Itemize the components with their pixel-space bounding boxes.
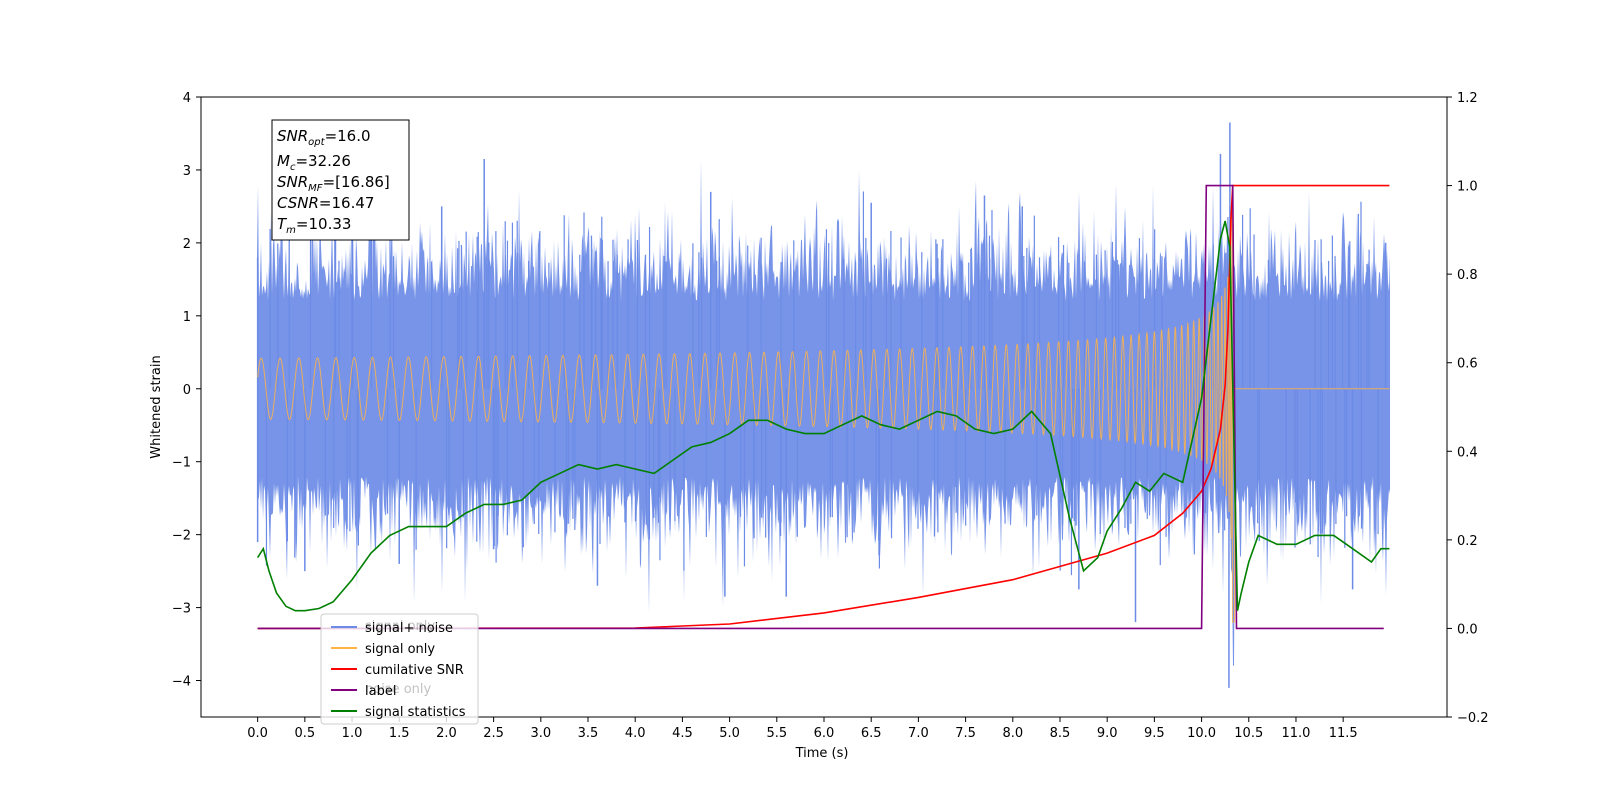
x-axis: 0.0 0.5 1.0 1.5 2.0 2.5 3.0 3.5 4.0 4.5 5.0 5.5 6.0 6…	[247, 717, 1358, 741]
y2-tick-label: 0.0	[1457, 622, 1478, 637]
y-axis-left: 4 3 2 1 0 −1 −2 −3 −4	[172, 91, 201, 690]
y-axis-right: 1.2 1.0 0.8 0.6 0.4 0.2 0.0 −0.2	[1447, 91, 1489, 726]
x-tick-label: 0.5	[294, 726, 315, 741]
x-tick-label: 11.5	[1329, 726, 1358, 741]
legend-label-signal-noise: signal+ noise	[365, 621, 453, 636]
y2-tick-label: 0.2	[1457, 534, 1478, 549]
x-axis-label: Time (s)	[795, 746, 849, 761]
y-tick-label: 4	[183, 91, 191, 106]
y-tick-label: −1	[172, 456, 191, 471]
x-tick-label: 7.0	[908, 726, 929, 741]
x-tick-label: 5.0	[719, 726, 740, 741]
y2-tick-label: 1.0	[1457, 180, 1478, 195]
x-tick-label: 1.5	[389, 726, 410, 741]
x-tick-label: 7.5	[955, 726, 976, 741]
signal-statistics-line	[256, 220, 1390, 612]
x-tick-label: 4.0	[625, 726, 646, 741]
annotation-csnr: CSNR=16.47	[277, 194, 374, 212]
x-tick-label: 10.0	[1187, 726, 1216, 741]
x-tick-label: 11.0	[1281, 726, 1310, 741]
x-tick-label: 4.5	[672, 726, 693, 741]
x-tick-label: 10.5	[1234, 726, 1263, 741]
plot-area	[256, 122, 1390, 688]
signal-only-line	[257, 211, 1390, 623]
annotation-box: SNRopt=16.0 Mc=32.26 SNRMF=[16.86] CSNR=…	[271, 119, 410, 241]
y2-tick-label: −0.2	[1457, 711, 1489, 726]
x-tick-label: 8.5	[1050, 726, 1071, 741]
legend-ghost-noise-only: noise only	[365, 682, 432, 697]
legend-label-signal-only: signal only	[365, 642, 435, 657]
x-tick-label: 9.0	[1097, 726, 1118, 741]
x-tick-label: 5.5	[766, 726, 787, 741]
y2-tick-label: 1.2	[1457, 91, 1478, 106]
annotation-tm: Tm=10.33	[277, 215, 351, 236]
x-tick-label: 2.0	[436, 726, 457, 741]
legend-label-signal-statistics: signal statistics	[365, 705, 466, 720]
x-tick-label: 6.0	[814, 726, 835, 741]
x-tick-label: 9.5	[1144, 726, 1165, 741]
y-tick-label: 2	[183, 237, 191, 252]
y-tick-label: 0	[183, 383, 191, 398]
annotation-snr-mf: SNRMF=[16.86]	[277, 173, 390, 194]
y2-tick-label: 0.4	[1457, 445, 1478, 460]
y-axis-label: Whitened strain	[149, 355, 164, 458]
y-tick-label: 3	[183, 164, 191, 179]
x-tick-label: 6.5	[861, 726, 882, 741]
legend-label-cumilative-snr: cumilative SNR	[365, 663, 464, 678]
x-tick-label: 3.5	[578, 726, 599, 741]
legend: signal only noise only signal+ noise sig…	[320, 613, 479, 725]
y-tick-label: −4	[172, 675, 191, 690]
y-tick-label: 1	[183, 310, 191, 325]
legend-label-label: label	[365, 684, 396, 699]
annotation-mc: Mc=32.26	[277, 152, 351, 173]
x-tick-label: 1.0	[342, 726, 363, 741]
y-tick-label: −3	[172, 602, 191, 617]
x-tick-label: 8.0	[1002, 726, 1023, 741]
x-tick-label: 3.0	[530, 726, 551, 741]
legend-ghost-signal-only: signal only	[365, 619, 435, 634]
y-tick-label: −2	[172, 529, 191, 544]
annotation-snr-opt: SNRopt=16.0	[277, 127, 371, 148]
label-line	[257, 184, 1384, 630]
y2-tick-label: 0.6	[1457, 357, 1478, 372]
x-tick-label: 2.5	[483, 726, 504, 741]
x-tick-label: 0.0	[247, 726, 268, 741]
y2-tick-label: 0.8	[1457, 268, 1478, 283]
